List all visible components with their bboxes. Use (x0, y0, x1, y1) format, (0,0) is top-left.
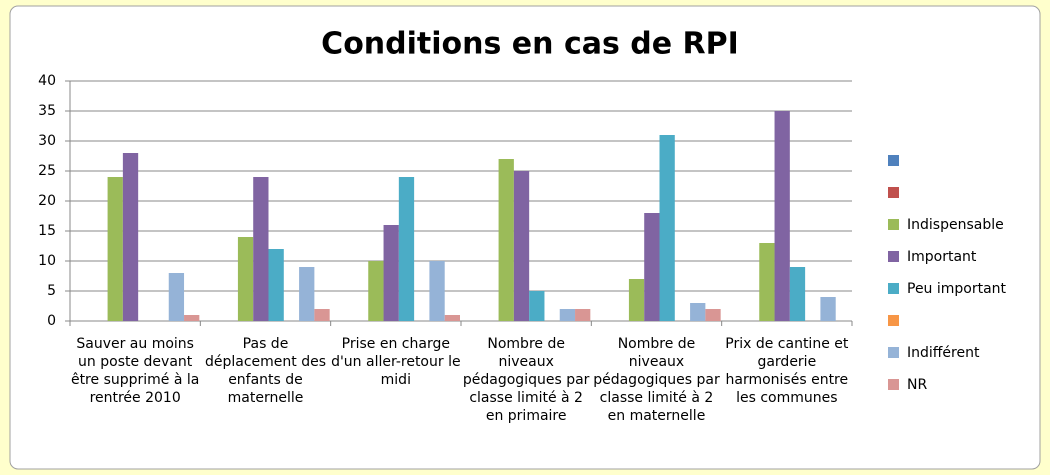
y-tick-label: 35 (38, 103, 56, 119)
y-tick-label: 0 (47, 313, 56, 329)
x-tick-label: Sauver au moins un poste devant être sup… (70, 336, 200, 406)
legend-label: Peu important (907, 281, 1007, 297)
bar (268, 249, 284, 321)
bar (559, 309, 576, 321)
legend-label: Indifférent (907, 345, 980, 361)
y-tick-label: 25 (38, 163, 56, 179)
bar (705, 309, 721, 321)
legend-label: NR (907, 377, 927, 393)
bar (575, 309, 591, 321)
legend-swatch (888, 379, 899, 390)
bar (168, 273, 185, 321)
bar (628, 279, 645, 321)
y-tick-label: 10 (38, 253, 56, 269)
bar (644, 213, 660, 321)
bar (529, 291, 545, 321)
bar (513, 171, 530, 321)
bar (184, 315, 200, 321)
legend-swatch (888, 155, 899, 166)
bar (444, 315, 460, 321)
y-tick-label: 5 (47, 283, 56, 299)
bar (398, 177, 415, 321)
bar (774, 111, 790, 321)
legend-swatch (888, 251, 899, 262)
bar (429, 261, 445, 321)
bar (659, 135, 675, 321)
bar (122, 153, 139, 321)
x-tick-label-box: Nombre de niveaux pédagogiques par class… (593, 336, 720, 424)
bar (789, 267, 806, 321)
x-tick-label-box: Prix de cantine et garderie harmonisés e… (725, 336, 849, 406)
x-tick-label: Pas de déplacement des enfants de matern… (204, 336, 326, 406)
y-tick-label: 30 (38, 133, 56, 149)
x-tick-label-box: Pas de déplacement des enfants de matern… (204, 336, 326, 406)
legend-swatch (888, 187, 899, 198)
legend-swatch (888, 283, 899, 294)
x-tick-label: Nombre de niveaux pédagogiques par class… (462, 336, 590, 424)
x-tick-label: Prix de cantine et garderie harmonisés e… (725, 336, 849, 406)
legend-swatch (888, 219, 899, 230)
bar (498, 159, 514, 321)
legend-label: Indispensable (907, 217, 1004, 233)
x-tick-label-box: Sauver au moins un poste devant être sup… (70, 336, 200, 406)
bar (690, 303, 706, 321)
x-tick-label-box: Prise en charge d'un aller-retour le mid… (331, 336, 461, 388)
bar (820, 297, 836, 321)
bar (314, 309, 330, 321)
bar (383, 225, 399, 321)
bar (107, 177, 123, 321)
x-tick-label: Nombre de niveaux pédagogiques par class… (593, 336, 720, 424)
bar (237, 237, 254, 321)
x-tick-label-box: Nombre de niveaux pédagogiques par class… (462, 336, 590, 424)
y-tick-label: 40 (38, 73, 56, 89)
legend-swatch (888, 347, 899, 358)
bar (253, 177, 269, 321)
y-tick-label: 15 (38, 223, 56, 239)
legend-swatch (888, 315, 899, 326)
bar (759, 243, 775, 321)
y-tick-label: 20 (38, 193, 56, 209)
bar (368, 261, 384, 321)
chart-title: Conditions en cas de RPI (321, 27, 739, 62)
legend-label: Important (907, 249, 977, 265)
bar (299, 267, 315, 321)
x-tick-label: Prise en charge d'un aller-retour le mid… (331, 336, 461, 388)
